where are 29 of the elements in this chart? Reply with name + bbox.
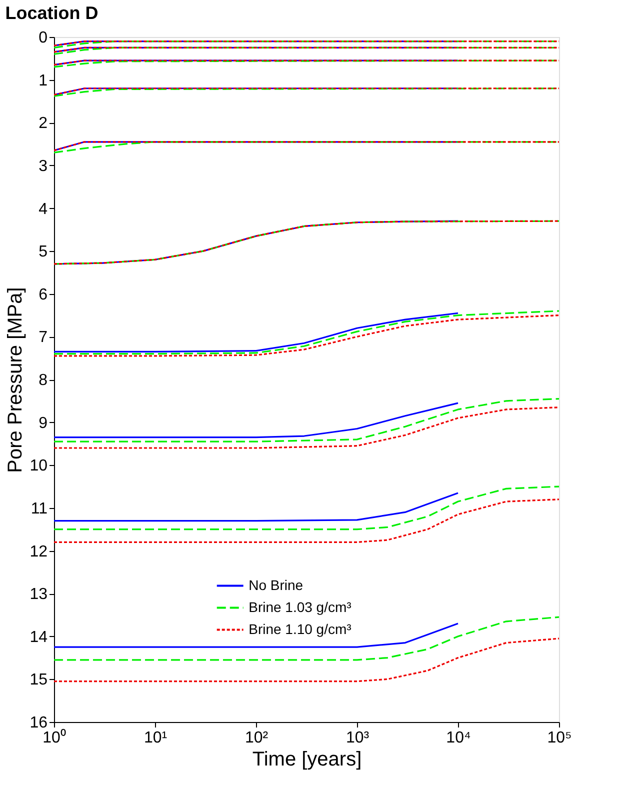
y-tick-label: 13 <box>30 586 48 604</box>
x-axis-title: Time [years] <box>252 748 362 770</box>
y-tick-label: 11 <box>30 500 48 518</box>
y-tick-label: 0 <box>38 30 48 46</box>
y-tick-label: 6 <box>38 286 48 304</box>
legend-label: Brine 1.10 g/cm³ <box>248 620 352 637</box>
chart-title: Location D <box>5 3 98 23</box>
x-tick-label: 10¹ <box>144 730 168 746</box>
y-tick-label: 2 <box>38 115 48 132</box>
y-tick-label: 7 <box>38 329 48 346</box>
y-tick-label: 10 <box>30 458 48 475</box>
y-tick-label: 3 <box>38 158 48 175</box>
y-tick-label: 1 <box>38 72 48 90</box>
x-tick-label: 10⁵ <box>547 730 572 746</box>
y-tick-label: 4 <box>38 200 48 218</box>
y-tick-label: 16 <box>30 714 48 732</box>
legend-label: Brine 1.03 g/cm³ <box>248 598 352 615</box>
x-tick-label: 10⁴ <box>446 730 471 746</box>
y-tick-label: 8 <box>38 372 48 389</box>
y-tick-label: 15 <box>30 672 48 689</box>
y-tick-label: 12 <box>30 543 48 560</box>
x-tick-label: 10³ <box>346 730 370 746</box>
x-tick-label: 10² <box>244 730 269 746</box>
y-tick-label: 14 <box>30 628 48 646</box>
x-tick-label: 10⁰ <box>42 728 66 746</box>
y-tick-label: 5 <box>38 244 48 261</box>
legend-label: No Brine <box>248 576 304 593</box>
y-tick-label: 9 <box>38 414 48 432</box>
y-axis-title: Pore Pressure [MPa] <box>4 287 27 473</box>
